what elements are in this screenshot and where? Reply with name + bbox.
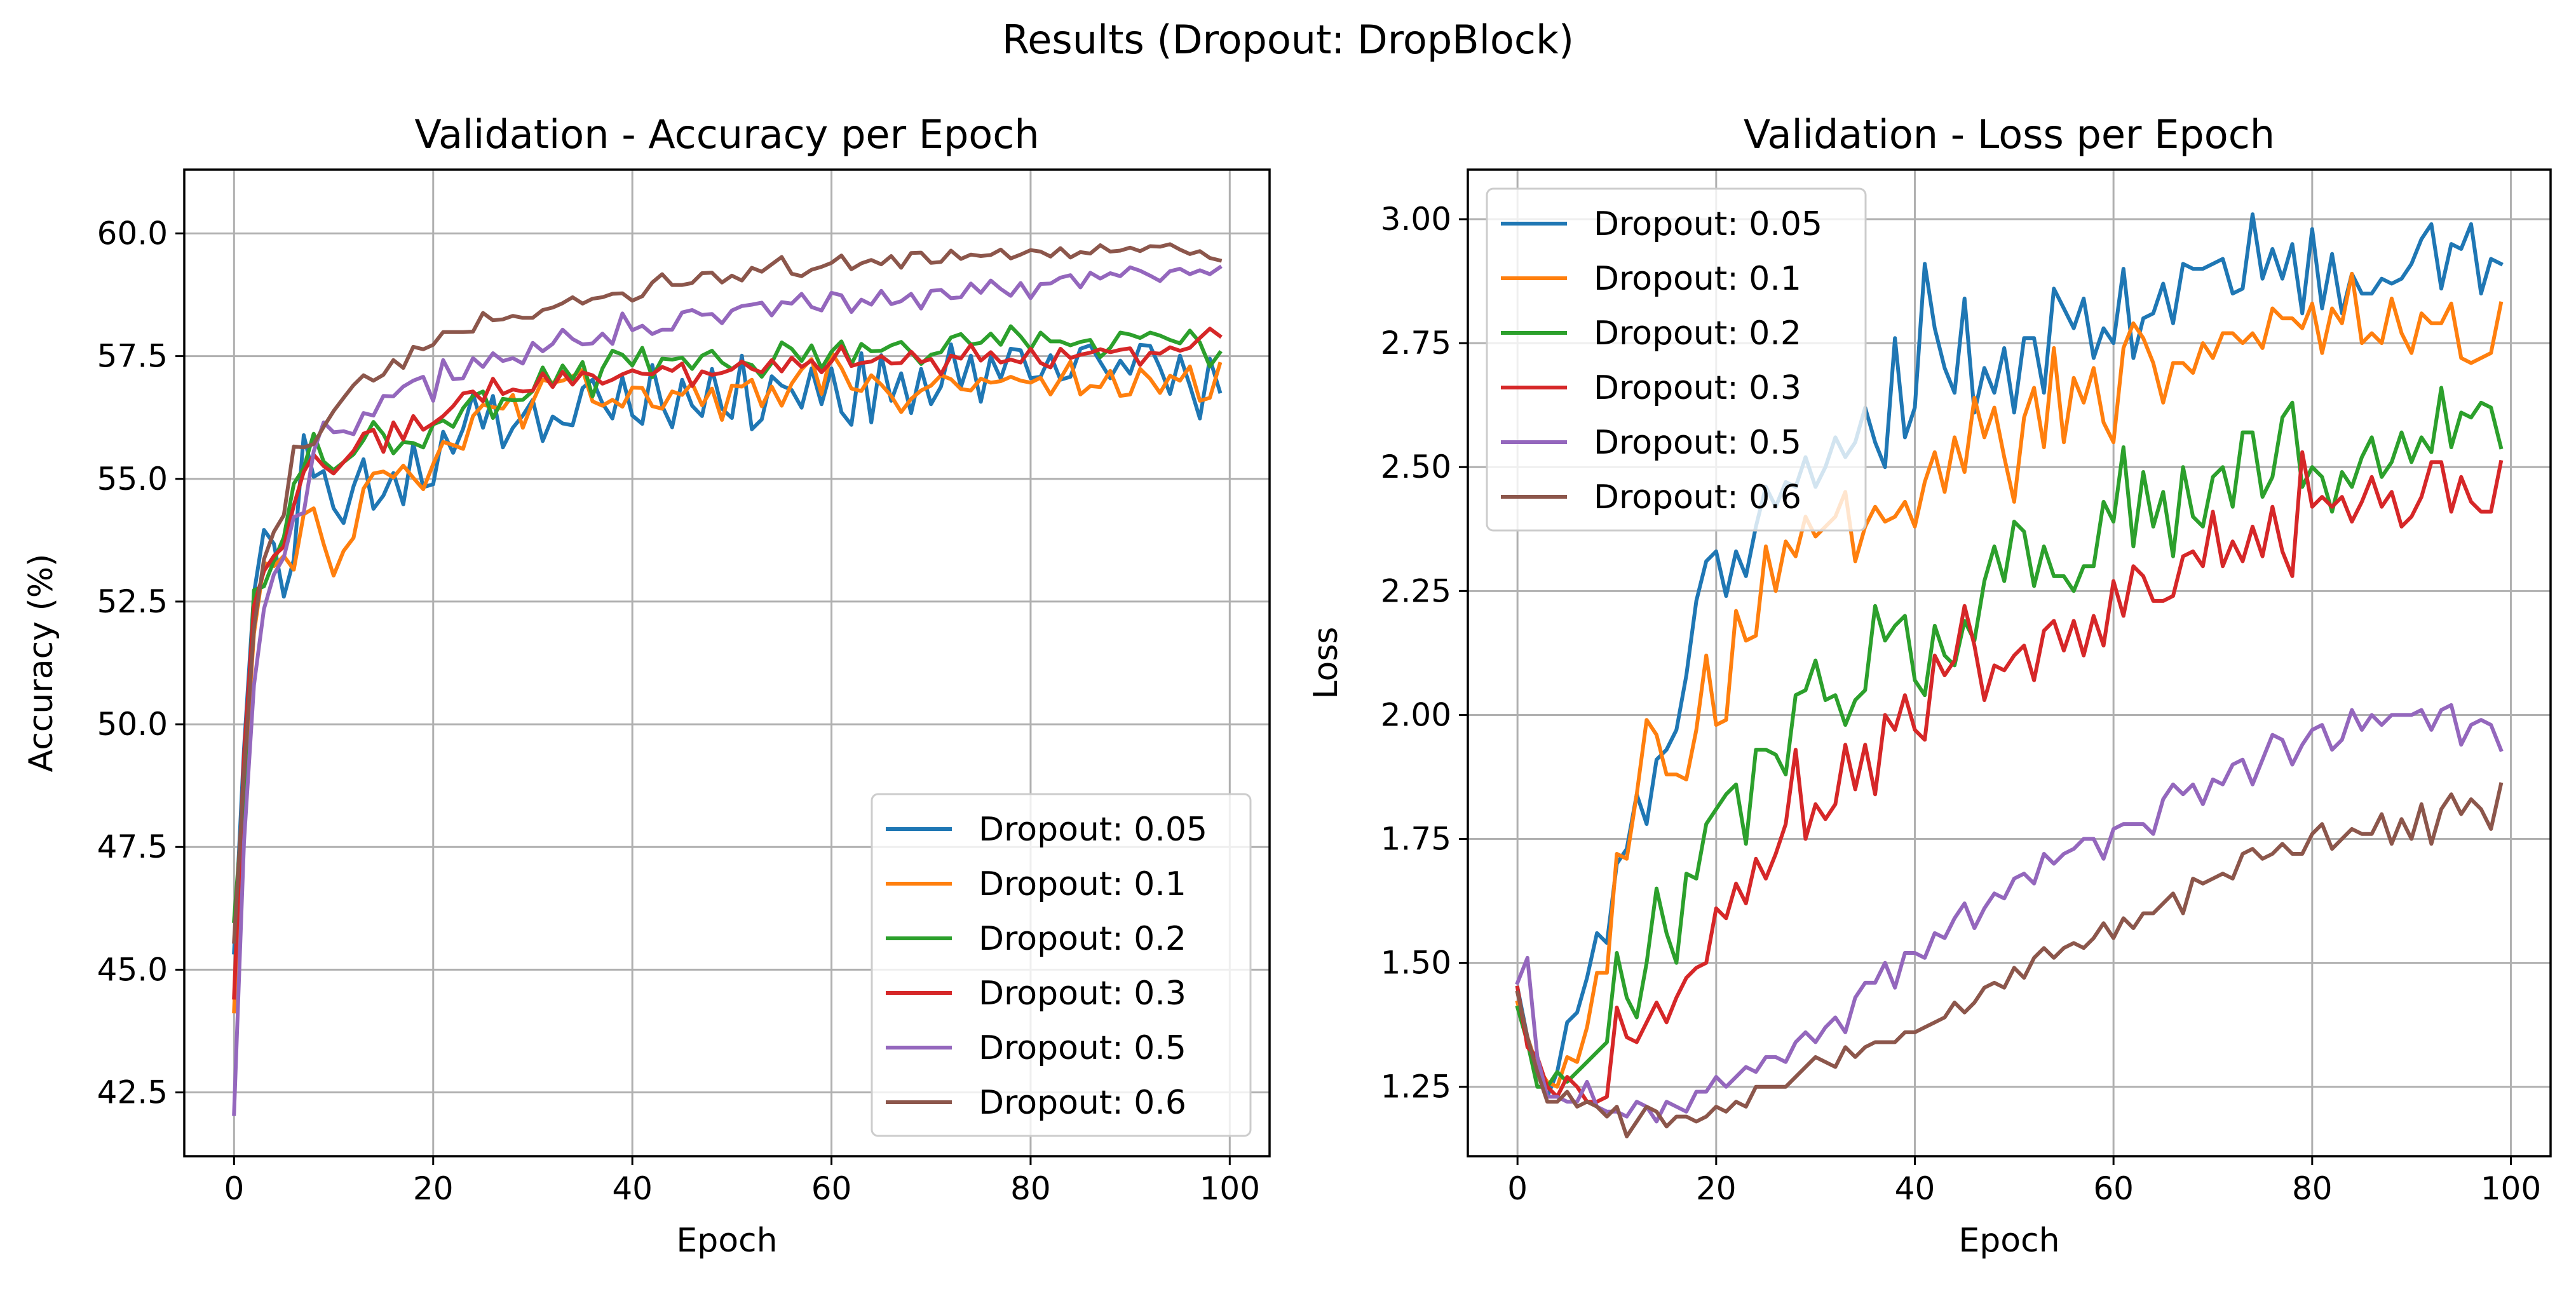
accuracy-xlabel: Epoch — [676, 1222, 777, 1260]
loss-ytick-label: 1.50 — [1381, 945, 1451, 982]
accuracy-panel: 0 20 40 60 80 100 42.5 45.0 47.5 50.0 52.5 55.0 57.5… — [22, 111, 1271, 1260]
loss-series-line-1 — [1515, 271, 2504, 1089]
accuracy-series-line-5 — [232, 242, 1223, 944]
accuracy-ytick-label: 57.5 — [97, 338, 168, 375]
loss-xtick-label: 40 — [1895, 1170, 1935, 1207]
accuracy-legend-box — [871, 793, 1252, 1137]
loss-series-line-2 — [1515, 386, 2504, 1089]
loss-xtick-label: 0 — [1507, 1170, 1528, 1207]
accuracy-xtick-label: 60 — [811, 1170, 852, 1207]
accuracy-legend-label: Dropout: 0.6 — [979, 1084, 1186, 1122]
loss-series-line-3 — [1515, 450, 2504, 1104]
accuracy-axes-frame — [183, 168, 1271, 1157]
loss-title: Validation - Loss per Epoch — [1744, 111, 2275, 158]
loss-xtick-label: 60 — [2093, 1170, 2134, 1207]
loss-series-line-4 — [1515, 703, 2504, 1124]
loss-legend-box — [1486, 187, 1867, 532]
accuracy-xtick-label: 80 — [1010, 1170, 1051, 1207]
loss-legend-label: Dropout: 0.05 — [1594, 205, 1822, 243]
accuracy-ytick-label: 45.0 — [97, 951, 168, 988]
figure-suptitle: Results (Dropout: DropBlock) — [1002, 17, 1574, 63]
loss-panel: 0 20 40 60 80 100 1.25 1.50 1.75 2.00 2.25 2.50 2.75… — [1307, 111, 2552, 1260]
loss-ytick-label: 2.50 — [1381, 449, 1451, 485]
loss-xlabel: Epoch — [1958, 1222, 2059, 1260]
accuracy-ytick-label: 55.0 — [97, 461, 168, 497]
loss-series-line-0 — [1515, 212, 2504, 1099]
accuracy-legend-label: Dropout: 0.5 — [979, 1029, 1186, 1067]
loss-xtick-label: 100 — [2481, 1170, 2541, 1207]
loss-xtick-label: 20 — [1696, 1170, 1737, 1207]
accuracy-series-line-1 — [232, 350, 1223, 1014]
loss-legend-label: Dropout: 0.5 — [1594, 424, 1801, 462]
accuracy-ylabel: Accuracy (%) — [22, 554, 60, 773]
loss-xtick-label: 80 — [2292, 1170, 2333, 1207]
accuracy-series-line-0 — [232, 342, 1223, 955]
loss-ytick-label: 1.25 — [1381, 1069, 1451, 1105]
loss-ytick-label: 1.75 — [1381, 821, 1451, 858]
loss-ytick-label: 2.75 — [1381, 325, 1451, 361]
accuracy-legend-label: Dropout: 0.3 — [979, 975, 1186, 1013]
loss-ytick-label: 3.00 — [1381, 201, 1451, 238]
accuracy-legend-label: Dropout: 0.2 — [979, 920, 1186, 958]
loss-series-line-5 — [1515, 782, 2504, 1138]
loss-ytick-label: 2.25 — [1381, 572, 1451, 609]
accuracy-legend: Dropout: 0.05 Dropout: 0.1 Dropout: 0.2 Dro… — [871, 793, 1252, 1137]
accuracy-legend-label: Dropout: 0.05 — [979, 811, 1207, 849]
accuracy-xtick-label: 40 — [612, 1170, 653, 1207]
loss-legend: Dropout: 0.05 Dropout: 0.1 Dropout: 0.2 Dro… — [1486, 187, 1867, 532]
loss-series-group — [1515, 212, 2504, 1138]
loss-ylabel: Loss — [1307, 626, 1345, 699]
accuracy-series-group — [232, 242, 1223, 1116]
loss-legend-label: Dropout: 0.1 — [1594, 260, 1801, 298]
accuracy-xtick-label: 20 — [413, 1170, 454, 1207]
accuracy-xtick-label: 100 — [1200, 1170, 1260, 1207]
accuracy-series-line-2 — [232, 324, 1223, 924]
accuracy-ytick-label: 50.0 — [97, 706, 168, 743]
loss-legend-label: Dropout: 0.6 — [1594, 478, 1801, 516]
loss-legend-label: Dropout: 0.3 — [1594, 369, 1801, 407]
accuracy-ytick-label: 42.5 — [97, 1074, 168, 1111]
accuracy-legend-label: Dropout: 0.1 — [979, 865, 1186, 903]
loss-legend-label: Dropout: 0.2 — [1594, 314, 1801, 353]
loss-ytick-label: 2.00 — [1381, 696, 1451, 733]
accuracy-xtick-label: 0 — [224, 1170, 244, 1207]
accuracy-series-line-4 — [232, 264, 1223, 1116]
accuracy-series-line-3 — [232, 327, 1223, 1000]
accuracy-ytick-label: 52.5 — [97, 583, 168, 620]
loss-axes-frame — [1467, 168, 2552, 1157]
accuracy-ytick-label: 47.5 — [97, 828, 168, 865]
accuracy-ytick-label: 60.0 — [97, 215, 168, 252]
accuracy-title: Validation - Accuracy per Epoch — [414, 111, 1039, 158]
